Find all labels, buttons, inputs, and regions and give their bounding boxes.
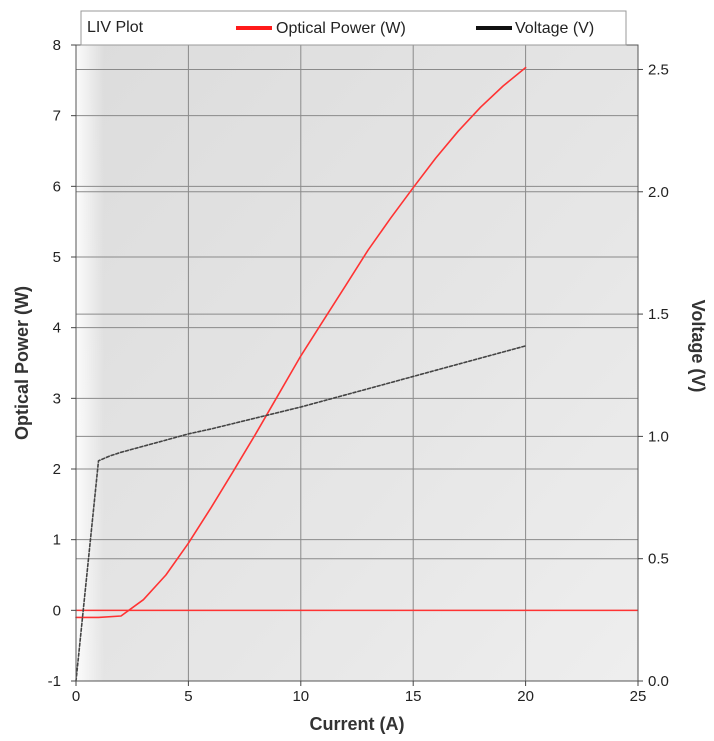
y-axis-left-title: Optical Power (W) — [12, 286, 32, 440]
y-right-tick-label-4: 2.0 — [648, 184, 669, 201]
y-left-tick-label-9: 8 — [53, 37, 61, 54]
series-lines — [75, 66, 638, 682]
y-left-tick-label-3: 2 — [53, 461, 61, 478]
legend-label-voltage: Voltage (V) — [515, 20, 594, 37]
y-left-tick-label-2: 1 — [53, 532, 61, 549]
x-tick-label-4: 20 — [517, 688, 534, 705]
tick-labels: 0 5 10 15 20 25 -1 0 1 2 3 4 5 6 7 8 0.0 0.5 1.0 1.5 2.0 2.5 — [48, 37, 669, 705]
y-right-tick-label-1: 0.5 — [648, 551, 669, 568]
y-left-tick-label-0: -1 — [48, 673, 61, 690]
x-axis-title: Current (A) — [310, 714, 405, 734]
y-right-tick-label-0: 0.0 — [648, 673, 669, 690]
y-right-tick-label-3: 1.5 — [648, 306, 669, 323]
x-tick-label-5: 25 — [630, 688, 647, 705]
plot-background — [76, 45, 638, 681]
y-left-tick-label-7: 6 — [53, 178, 61, 195]
legend-frame — [80, 10, 627, 46]
optical-power-series-line — [75, 66, 527, 619]
x-tick-label-0: 0 — [72, 688, 80, 705]
y-right-tick-label-5: 2.5 — [648, 61, 669, 78]
y-left-tick-label-4: 3 — [53, 390, 61, 407]
voltage-series-line — [75, 345, 527, 682]
x-tick-label-3: 15 — [405, 688, 422, 705]
legend-label-optical-power: Optical Power (W) — [276, 20, 406, 37]
y-axis-right-title: Voltage (V) — [688, 300, 708, 393]
y-left-tick-label-5: 4 — [53, 320, 61, 337]
chart-title: LIV Plot — [87, 19, 144, 36]
legend-box: LIV Plot Optical Power (W) Voltage (V) — [80, 10, 627, 46]
y-left-tick-label-6: 5 — [53, 249, 61, 266]
y-left-tick-label-8: 7 — [53, 108, 61, 125]
x-tick-label-1: 5 — [184, 688, 192, 705]
plot-left-highlight — [76, 45, 104, 681]
y-left-tick-label-1: 0 — [53, 602, 61, 619]
y-right-tick-label-2: 1.0 — [648, 428, 669, 445]
x-tick-label-2: 10 — [292, 688, 309, 705]
